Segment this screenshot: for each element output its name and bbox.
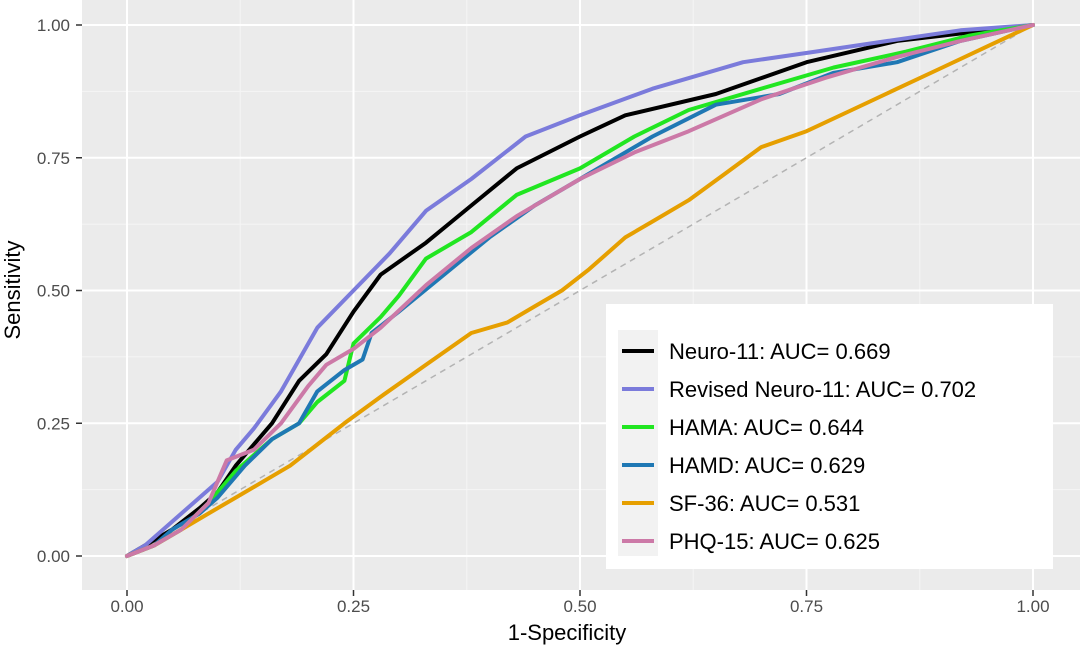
x-tick-label: 1.00 <box>1016 597 1049 616</box>
y-tick-label: 1.00 <box>37 16 70 35</box>
x-tick-label: 0.25 <box>337 597 370 616</box>
legend-label-5: SF-36: AUC= 0.531 <box>669 491 860 516</box>
x-axis-title: 1-Specificity <box>508 620 627 645</box>
x-tick-label: 0.75 <box>790 597 823 616</box>
legend-key-backdrop <box>618 330 658 556</box>
y-tick-label: 0.25 <box>37 414 70 433</box>
legend-label-1: Neuro-11: AUC= 0.669 <box>669 339 891 364</box>
legend-label-4: HAMD: AUC= 0.629 <box>669 453 865 478</box>
legend-label-6: PHQ-15: AUC= 0.625 <box>669 529 880 554</box>
x-tick-label: 0.00 <box>110 597 143 616</box>
series-line-2 <box>125 23 1035 558</box>
legend-label-2: Revised Neuro-11: AUC= 0.702 <box>669 377 976 402</box>
grid-major <box>82 0 1080 590</box>
series-line-5 <box>125 23 1035 558</box>
y-tick-label: 0.75 <box>37 149 70 168</box>
series-line-3 <box>125 23 1035 558</box>
y-axis: 0.00 0.25 0.50 0.75 1.00 <box>37 16 82 566</box>
legend-box <box>606 304 1053 569</box>
y-tick-label: 0.50 <box>37 282 70 301</box>
x-tick-label: 0.50 <box>563 597 596 616</box>
y-axis-title: Sensitivity <box>0 240 25 339</box>
x-axis: 0.00 0.25 0.50 0.75 1.00 <box>110 590 1050 616</box>
legend: Neuro-11: AUC= 0.669 Revised Neuro-11: AU… <box>606 304 1053 569</box>
y-tick-label: 0.00 <box>37 547 70 566</box>
legend-label-3: HAMA: AUC= 0.644 <box>669 415 864 440</box>
series-lines <box>125 23 1035 558</box>
series-line-6 <box>125 23 1035 558</box>
